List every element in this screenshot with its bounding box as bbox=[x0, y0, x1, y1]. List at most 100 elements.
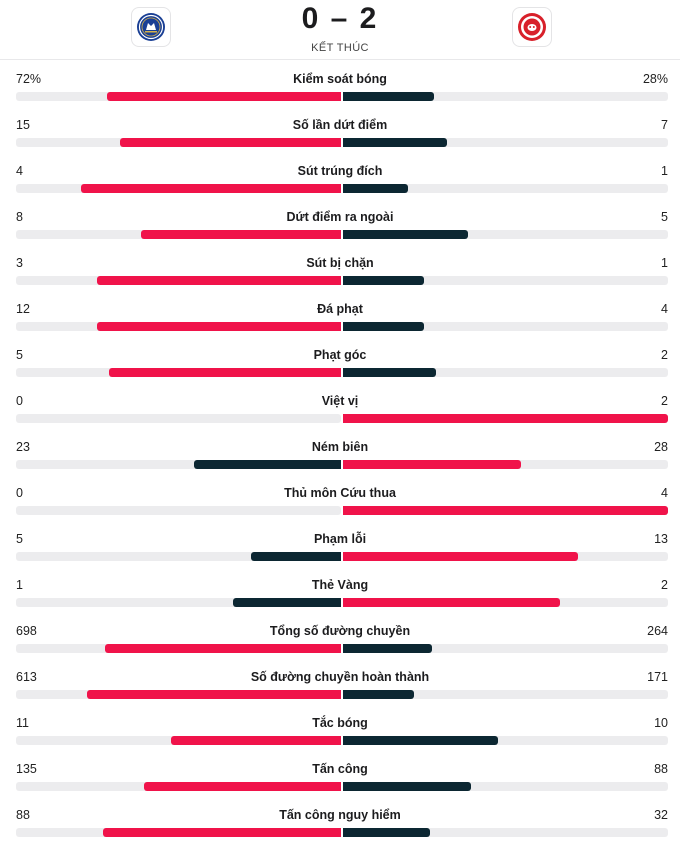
stat-label: Tấn công bbox=[312, 762, 368, 776]
away-stat-value: 7 bbox=[661, 118, 668, 132]
home-stat-value: 135 bbox=[16, 762, 37, 776]
stat-row: 1 Thẻ Vàng 2 bbox=[0, 566, 680, 612]
home-stat-bar bbox=[97, 322, 341, 331]
stat-row: 11 Tắc bóng 10 bbox=[0, 704, 680, 750]
match-score: 0 – 2 bbox=[301, 2, 379, 35]
away-stat-bar bbox=[343, 368, 436, 377]
home-stat-bar-track bbox=[16, 736, 341, 745]
stat-row: 72% Kiểm soát bóng 28% bbox=[0, 60, 680, 106]
home-stat-value: 0 bbox=[16, 486, 23, 500]
away-stat-value: 32 bbox=[654, 808, 668, 822]
away-stat-value: 2 bbox=[661, 348, 668, 362]
stat-label: Ném biên bbox=[311, 440, 369, 454]
home-stat-bar-track bbox=[16, 138, 341, 147]
home-stat-value: 23 bbox=[16, 440, 30, 454]
home-stat-value: 0 bbox=[16, 394, 23, 408]
away-stat-bar bbox=[343, 506, 668, 515]
stat-row: 698 Tổng số đường chuyền 264 bbox=[0, 612, 680, 658]
away-stat-bar-track bbox=[343, 322, 668, 331]
match-header: 0 – 2 KẾT THÚC bbox=[0, 0, 680, 60]
home-stat-value: 88 bbox=[16, 808, 30, 822]
away-stat-bar bbox=[343, 460, 522, 469]
home-stat-bar-track bbox=[16, 460, 341, 469]
away-stat-bar-track bbox=[343, 414, 668, 423]
away-stat-bar-track bbox=[343, 276, 668, 285]
away-stat-bar bbox=[343, 644, 433, 653]
away-stat-bar-track bbox=[343, 460, 668, 469]
away-stat-bar-track bbox=[343, 92, 668, 101]
home-stat-bar-track bbox=[16, 552, 341, 561]
stat-label: Sút trúng đích bbox=[297, 164, 383, 178]
home-stat-value: 15 bbox=[16, 118, 30, 132]
away-stat-value: 28 bbox=[654, 440, 668, 454]
brentford-crest-icon bbox=[518, 13, 546, 41]
home-stat-bar bbox=[170, 736, 341, 745]
away-stat-value: 1 bbox=[661, 164, 668, 178]
home-stat-bar-track bbox=[16, 92, 341, 101]
away-stat-bar-track bbox=[343, 138, 668, 147]
stat-row: 0 Thủ môn Cứu thua 4 bbox=[0, 474, 680, 520]
home-stat-bar-track bbox=[16, 414, 341, 423]
stat-label: Việt vị bbox=[321, 394, 359, 408]
away-stat-bar bbox=[343, 322, 425, 331]
home-stat-bar-track bbox=[16, 644, 341, 653]
away-stat-bar-track bbox=[343, 644, 668, 653]
home-stat-value: 5 bbox=[16, 532, 23, 546]
away-stat-value: 4 bbox=[661, 302, 668, 316]
away-stat-bar-track bbox=[343, 598, 668, 607]
home-stat-bar bbox=[141, 230, 341, 239]
away-stat-bar bbox=[343, 828, 430, 837]
away-stat-bar-track bbox=[343, 184, 668, 193]
home-stat-value: 11 bbox=[16, 716, 29, 730]
stat-label: Phạm lỗi bbox=[313, 532, 367, 546]
stat-row: 12 Đá phạt 4 bbox=[0, 290, 680, 336]
home-stat-bar bbox=[250, 552, 341, 561]
home-stat-value: 698 bbox=[16, 624, 37, 638]
home-stat-bar bbox=[194, 460, 341, 469]
stat-row: 5 Phạt góc 2 bbox=[0, 336, 680, 382]
home-team-crest[interactable] bbox=[131, 7, 171, 47]
away-stat-value: 5 bbox=[661, 210, 668, 224]
home-stat-value: 72% bbox=[16, 72, 42, 86]
home-stat-bar-track bbox=[16, 230, 341, 239]
away-stat-value: 4 bbox=[661, 486, 668, 500]
away-stat-value: 1 bbox=[661, 256, 668, 270]
away-team-crest[interactable] bbox=[512, 7, 552, 47]
away-stat-value: 2 bbox=[661, 394, 668, 408]
home-stat-bar bbox=[144, 782, 341, 791]
away-stat-value: 171 bbox=[647, 670, 668, 684]
stat-label: Tổng số đường chuyền bbox=[269, 624, 411, 638]
away-stat-bar bbox=[343, 230, 469, 239]
stat-row: 88 Tấn công nguy hiểm 32 bbox=[0, 796, 680, 842]
stat-row: 8 Dứt điểm ra ngoài 5 bbox=[0, 198, 680, 244]
stat-label: Số lần dứt điểm bbox=[292, 118, 388, 132]
home-stat-bar bbox=[120, 138, 341, 147]
stat-label: Đá phạt bbox=[317, 302, 363, 316]
home-stat-bar-track bbox=[16, 506, 341, 515]
away-stat-bar bbox=[343, 184, 408, 193]
home-stat-bar bbox=[86, 690, 341, 699]
home-stat-value: 1 bbox=[16, 578, 23, 592]
home-stat-value: 5 bbox=[16, 348, 23, 362]
away-stat-bar bbox=[343, 414, 668, 423]
home-stat-value: 3 bbox=[16, 256, 23, 270]
home-stat-bar bbox=[108, 368, 341, 377]
home-stat-bar-track bbox=[16, 184, 341, 193]
away-stat-bar-track bbox=[343, 368, 668, 377]
stats-list: 72% Kiểm soát bóng 28% 15 Số lần dứt điểm 7 4 S… bbox=[0, 60, 680, 842]
away-stat-value: 88 bbox=[654, 762, 668, 776]
home-stat-bar bbox=[105, 644, 341, 653]
stat-label: Sút bị chặn bbox=[306, 256, 374, 270]
stat-row: 5 Phạm lỗi 13 bbox=[0, 520, 680, 566]
stat-row: 135 Tấn công 88 bbox=[0, 750, 680, 796]
away-stat-value: 10 bbox=[654, 716, 668, 730]
away-stat-bar bbox=[343, 782, 472, 791]
stat-row: 15 Số lần dứt điểm 7 bbox=[0, 106, 680, 152]
home-stat-bar-track bbox=[16, 322, 341, 331]
away-stat-bar bbox=[343, 276, 425, 285]
away-stat-value: 28% bbox=[642, 72, 668, 86]
home-stat-bar bbox=[107, 92, 341, 101]
home-stat-bar-track bbox=[16, 690, 341, 699]
away-stat-value: 2 bbox=[661, 578, 668, 592]
away-stat-bar bbox=[343, 92, 434, 101]
